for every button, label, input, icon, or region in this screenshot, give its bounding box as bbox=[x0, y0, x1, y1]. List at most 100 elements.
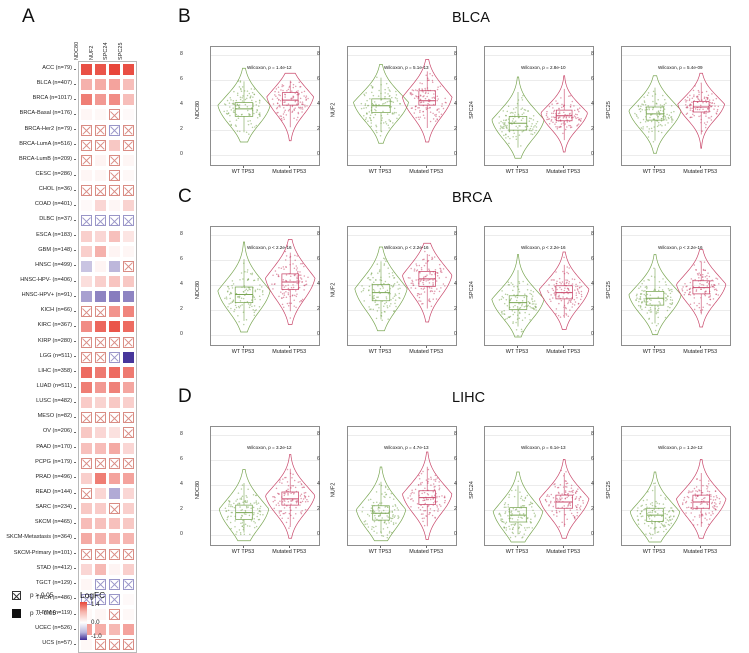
heatmap-cell[interactable] bbox=[81, 336, 92, 348]
heatmap-cell[interactable] bbox=[109, 79, 120, 91]
heatmap-cell[interactable] bbox=[123, 291, 134, 303]
heatmap-cell[interactable] bbox=[109, 503, 120, 515]
heatmap-cell[interactable] bbox=[81, 366, 92, 378]
heatmap-cell[interactable] bbox=[95, 366, 106, 378]
violin-plot-ndc80[interactable]: NDC80 0 2 4 6 8 Wilcoxon, p < 2.2e-16 WT TP53 Mu… bbox=[180, 214, 322, 366]
heatmap-cell[interactable] bbox=[109, 336, 120, 348]
heatmap-cell[interactable] bbox=[95, 578, 106, 590]
heatmap-cell[interactable] bbox=[81, 412, 92, 424]
heatmap-cell[interactable] bbox=[81, 472, 92, 484]
heatmap-cell[interactable] bbox=[109, 472, 120, 484]
violin-plot-spc25[interactable]: SPC25 0 2 4 6 8 Wilcoxon, p < 2.2e-16 WT TP53 Mu… bbox=[591, 214, 733, 366]
heatmap-cell[interactable] bbox=[95, 442, 106, 454]
heatmap-cell[interactable] bbox=[109, 230, 120, 242]
heatmap-cell[interactable] bbox=[123, 260, 134, 272]
heatmap-cell[interactable] bbox=[109, 109, 120, 121]
heatmap-cell[interactable] bbox=[95, 336, 106, 348]
violin-plot-spc24[interactable]: SPC24 0 2 4 6 8 Wilcoxon, p = 6.1e-13 WT TP53 Mu… bbox=[454, 414, 596, 566]
heatmap-cell[interactable] bbox=[123, 382, 134, 394]
heatmap-cell[interactable] bbox=[95, 200, 106, 212]
heatmap-cell[interactable] bbox=[81, 185, 92, 197]
heatmap-cell[interactable] bbox=[81, 518, 92, 530]
heatmap-cell[interactable] bbox=[81, 548, 92, 560]
heatmap-cell[interactable] bbox=[123, 109, 134, 121]
heatmap-cell[interactable] bbox=[109, 578, 120, 590]
violin-plot-nuf2[interactable]: NUF2 0 2 4 6 8 Wilcoxon, p = 4.7e-13 WT TP53 Mut… bbox=[317, 414, 459, 566]
heatmap-cell[interactable] bbox=[95, 624, 106, 636]
heatmap-cell[interactable] bbox=[123, 609, 134, 621]
heatmap-cell[interactable] bbox=[95, 79, 106, 91]
heatmap-cell[interactable] bbox=[81, 321, 92, 333]
heatmap-cell[interactable] bbox=[81, 457, 92, 469]
heatmap-cell[interactable] bbox=[109, 366, 120, 378]
heatmap-cell[interactable] bbox=[123, 457, 134, 469]
heatmap-cell[interactable] bbox=[81, 94, 92, 106]
heatmap-cell[interactable] bbox=[123, 321, 134, 333]
heatmap-cell[interactable] bbox=[109, 170, 120, 182]
heatmap-cell[interactable] bbox=[123, 230, 134, 242]
heatmap-cell[interactable] bbox=[109, 351, 120, 363]
heatmap-cell[interactable] bbox=[123, 200, 134, 212]
heatmap-cell[interactable] bbox=[109, 215, 120, 227]
heatmap-cell[interactable] bbox=[95, 109, 106, 121]
violin-plot-spc24[interactable]: SPC24 0 2 4 6 8 Wilcoxon, p = 2.8e-10 WT TP53 Mu… bbox=[454, 34, 596, 186]
heatmap-cell[interactable] bbox=[95, 260, 106, 272]
heatmap-cell[interactable] bbox=[109, 533, 120, 545]
heatmap-cell[interactable] bbox=[109, 488, 120, 499]
heatmap-cell[interactable] bbox=[123, 503, 134, 515]
heatmap-cell[interactable] bbox=[109, 639, 120, 651]
heatmap-cell[interactable] bbox=[123, 185, 134, 197]
heatmap-cell[interactable] bbox=[95, 412, 106, 424]
heatmap-cell[interactable] bbox=[95, 472, 106, 484]
heatmap-cell[interactable] bbox=[81, 200, 92, 212]
heatmap-cell[interactable] bbox=[95, 215, 106, 227]
heatmap-cell[interactable] bbox=[95, 291, 106, 303]
heatmap-cell[interactable] bbox=[123, 139, 134, 151]
heatmap-cell[interactable] bbox=[81, 170, 92, 182]
heatmap-cell[interactable] bbox=[123, 64, 134, 76]
heatmap-cell[interactable] bbox=[81, 260, 92, 272]
heatmap-cell[interactable] bbox=[81, 397, 92, 409]
heatmap-cell[interactable] bbox=[109, 291, 120, 303]
violin-plot-ndc80[interactable]: NDC80 0 2 4 6 8 Wilcoxon, p = 1.4e-12 WT TP53 Mu… bbox=[180, 34, 322, 186]
heatmap-cell[interactable] bbox=[95, 427, 106, 439]
heatmap-cell[interactable] bbox=[123, 336, 134, 348]
heatmap-cell[interactable] bbox=[95, 230, 106, 242]
violin-plot-ndc80[interactable]: NDC80 0 2 4 6 8 Wilcoxon, p = 3.2e-12 WT TP53 Mu… bbox=[180, 414, 322, 566]
heatmap-cell[interactable] bbox=[95, 563, 106, 575]
violin-plot-spc25[interactable]: SPC25 0 2 4 6 8 Wilcoxon, p = 5.4e-09 WT TP53 Mu… bbox=[591, 34, 733, 186]
heatmap-cell[interactable] bbox=[81, 533, 92, 545]
heatmap-cell[interactable] bbox=[109, 457, 120, 469]
heatmap-cell[interactable] bbox=[123, 124, 134, 136]
heatmap-cell[interactable] bbox=[123, 412, 134, 424]
heatmap-cell[interactable] bbox=[95, 609, 106, 621]
heatmap-cell[interactable] bbox=[81, 139, 92, 151]
heatmap-cell[interactable] bbox=[123, 518, 134, 530]
heatmap-cell[interactable] bbox=[81, 442, 92, 454]
violin-plot-spc24[interactable]: SPC24 0 2 4 6 8 Wilcoxon, p < 2.2e-16 WT TP53 Mu… bbox=[454, 214, 596, 366]
heatmap-cell[interactable] bbox=[95, 124, 106, 136]
heatmap-cell[interactable] bbox=[123, 442, 134, 454]
heatmap-cell[interactable] bbox=[81, 488, 92, 499]
heatmap-cell[interactable] bbox=[81, 306, 92, 318]
heatmap-cell[interactable] bbox=[81, 427, 92, 439]
heatmap-cell[interactable] bbox=[123, 578, 134, 590]
heatmap-cell[interactable] bbox=[123, 94, 134, 106]
heatmap-cell[interactable] bbox=[95, 533, 106, 545]
heatmap-cell[interactable] bbox=[95, 593, 106, 605]
heatmap-cell[interactable] bbox=[81, 503, 92, 515]
heatmap-cell[interactable] bbox=[95, 276, 106, 288]
heatmap-cell[interactable] bbox=[81, 639, 92, 651]
heatmap-cell[interactable] bbox=[123, 548, 134, 560]
heatmap-cell[interactable] bbox=[123, 397, 134, 409]
heatmap-cell[interactable] bbox=[109, 94, 120, 106]
heatmap-cell[interactable] bbox=[81, 578, 92, 590]
heatmap-cell[interactable] bbox=[81, 245, 92, 257]
heatmap-cell[interactable] bbox=[109, 154, 120, 166]
heatmap-cell[interactable] bbox=[123, 215, 134, 227]
heatmap-cell[interactable] bbox=[109, 427, 120, 439]
heatmap-cell[interactable] bbox=[81, 563, 92, 575]
heatmap-cell[interactable] bbox=[95, 321, 106, 333]
heatmap-cell[interactable] bbox=[81, 291, 92, 303]
heatmap-cell[interactable] bbox=[95, 548, 106, 560]
